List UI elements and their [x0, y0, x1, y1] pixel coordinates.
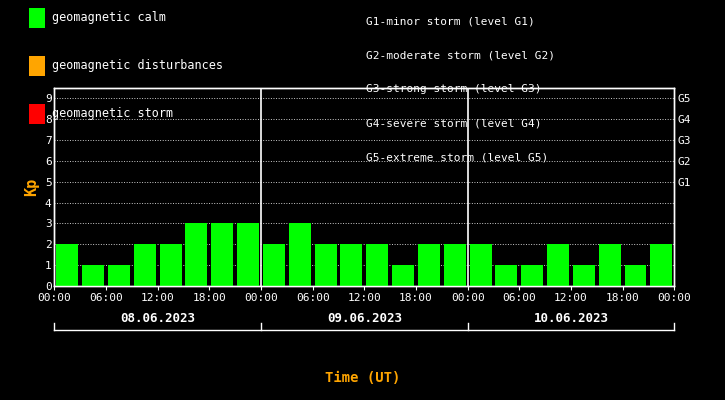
Y-axis label: Kp: Kp — [25, 178, 39, 196]
Bar — [521, 265, 543, 286]
Text: 09.06.2023: 09.06.2023 — [327, 312, 402, 324]
Bar — [599, 244, 621, 286]
Text: geomagnetic calm: geomagnetic calm — [52, 12, 166, 24]
Text: 08.06.2023: 08.06.2023 — [120, 312, 195, 324]
Bar — [392, 265, 414, 286]
Text: G5-extreme storm (level G5): G5-extreme storm (level G5) — [366, 152, 548, 162]
Bar — [573, 265, 594, 286]
Bar — [495, 265, 518, 286]
Text: Time (UT): Time (UT) — [325, 371, 400, 385]
Text: 10.06.2023: 10.06.2023 — [534, 312, 608, 324]
Bar — [624, 265, 647, 286]
Bar — [547, 244, 569, 286]
Bar — [237, 224, 259, 286]
Bar — [341, 244, 362, 286]
Bar — [160, 244, 181, 286]
Bar — [134, 244, 156, 286]
Bar — [57, 244, 78, 286]
Text: geomagnetic storm: geomagnetic storm — [52, 108, 173, 120]
Bar — [418, 244, 440, 286]
Bar — [263, 244, 285, 286]
Bar — [211, 224, 233, 286]
Bar — [82, 265, 104, 286]
Bar — [108, 265, 130, 286]
Bar — [315, 244, 336, 286]
Bar — [444, 244, 465, 286]
Text: geomagnetic disturbances: geomagnetic disturbances — [52, 60, 223, 72]
Bar — [186, 224, 207, 286]
Bar — [470, 244, 492, 286]
Text: G3-strong storm (level G3): G3-strong storm (level G3) — [366, 84, 542, 94]
Text: G1-minor storm (level G1): G1-minor storm (level G1) — [366, 16, 535, 26]
Text: G4-severe storm (level G4): G4-severe storm (level G4) — [366, 118, 542, 128]
Bar — [366, 244, 388, 286]
Bar — [650, 244, 672, 286]
Text: G2-moderate storm (level G2): G2-moderate storm (level G2) — [366, 50, 555, 60]
Bar — [289, 224, 311, 286]
